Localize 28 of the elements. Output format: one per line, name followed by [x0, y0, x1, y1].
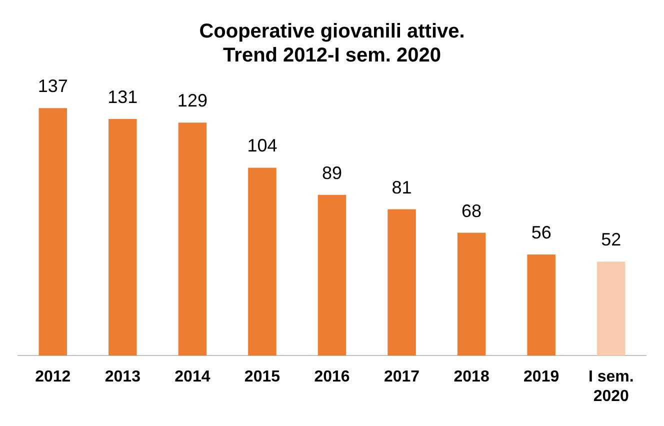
bar: [108, 119, 137, 356]
data-label: 52: [601, 230, 622, 250]
data-label: 56: [531, 222, 552, 242]
x-tick-label: 2019: [524, 368, 560, 386]
data-label: 89: [322, 162, 342, 183]
bar: [318, 194, 346, 356]
data-label: 104: [247, 136, 278, 156]
chart-title: Cooperative giovanili attive. Trend 2012-I sem. 2020: [199, 20, 465, 67]
data-label: 131: [108, 86, 138, 107]
data-label: 137: [38, 76, 68, 96]
x-tick-label: I sem. 2020: [588, 368, 634, 405]
bar: [457, 232, 486, 356]
x-tick-label: 2017: [384, 368, 420, 386]
x-tick-label: 2014: [174, 368, 210, 386]
data-label: 81: [392, 177, 412, 198]
data-label: 68: [462, 200, 482, 221]
bar: [248, 168, 276, 356]
bar: [527, 254, 556, 356]
x-tick-label: 2018: [454, 368, 490, 386]
bar: [596, 262, 626, 356]
x-tick-label: 2012: [35, 368, 71, 386]
x-tick-label: 2016: [314, 368, 350, 386]
data-label: 129: [177, 90, 208, 111]
x-tick-label: 2015: [244, 368, 280, 386]
bar: [388, 209, 416, 356]
bar: [178, 122, 207, 356]
bar: [38, 108, 68, 356]
x-tick-label: 2013: [104, 368, 141, 386]
